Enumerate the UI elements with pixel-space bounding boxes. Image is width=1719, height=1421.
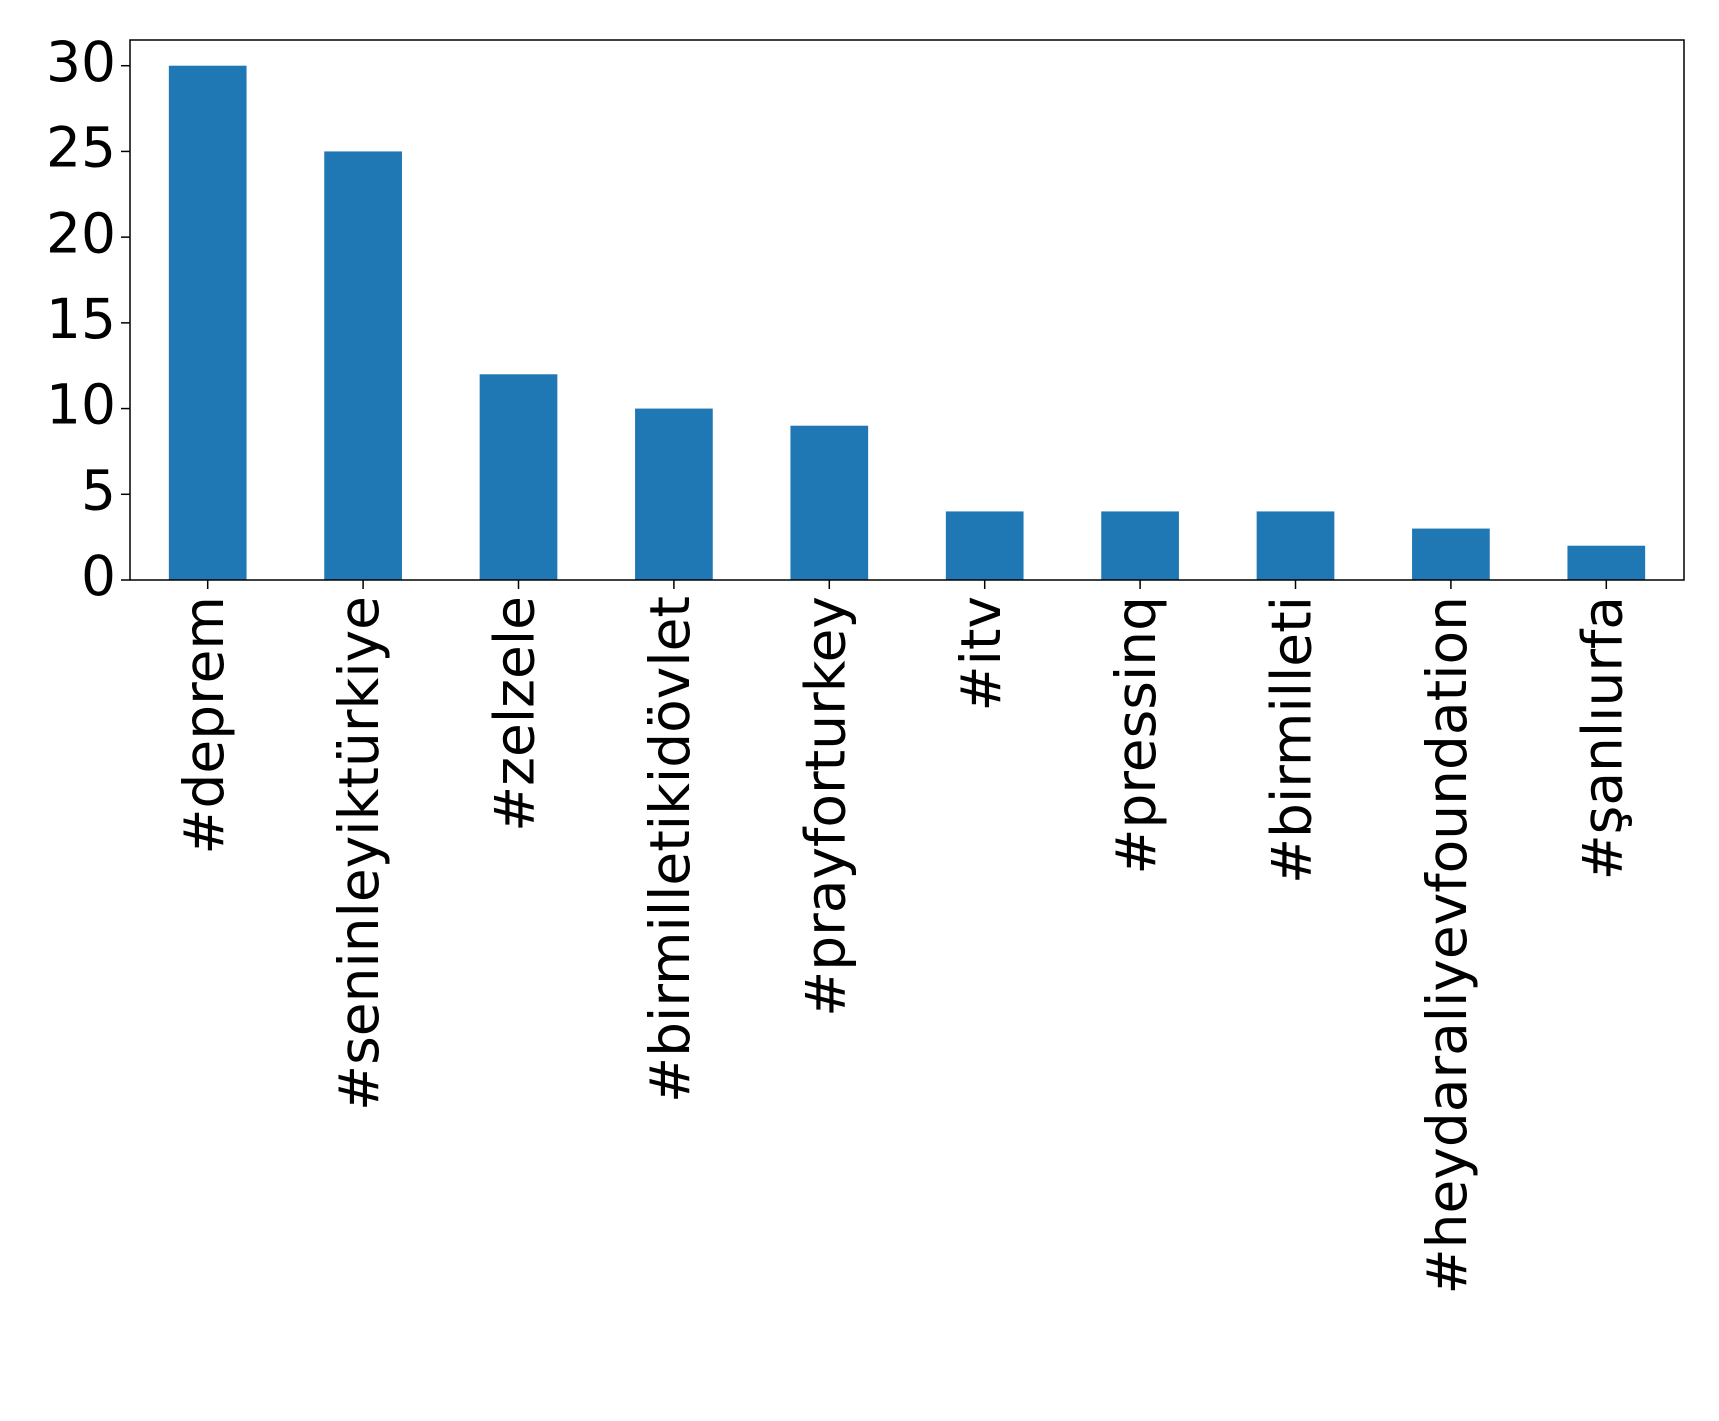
y-tick-label: 30 — [46, 30, 116, 94]
bar — [324, 151, 402, 580]
bar — [1412, 528, 1490, 580]
x-tick-label: #birmilleti — [1260, 596, 1324, 884]
bar — [1256, 511, 1335, 580]
x-tick-label: #birmilletikidövlet — [638, 596, 702, 1103]
bar — [168, 65, 247, 580]
bar — [1101, 511, 1179, 580]
y-tick-label: 5 — [81, 458, 116, 522]
x-tick-label: #itv — [949, 596, 1013, 711]
x-tick-label: #prayforturkey — [793, 596, 857, 1017]
bar — [790, 425, 869, 580]
x-tick-label: #deprem — [172, 596, 236, 855]
x-tick-label: #seninleyiktürkiye — [327, 596, 391, 1111]
bar — [635, 408, 713, 580]
y-tick-label: 25 — [46, 116, 116, 180]
x-tick-label: #heydaraliyevfoundation — [1415, 596, 1479, 1294]
y-tick-label: 15 — [46, 287, 116, 351]
y-tick-label: 0 — [81, 544, 116, 608]
plot-frame — [129, 39, 1685, 581]
bar — [945, 511, 1024, 580]
y-tick-label: 20 — [46, 201, 116, 265]
x-tick-label: #zelzele — [483, 596, 547, 832]
bar — [479, 374, 558, 580]
x-tick-label: #pressinq — [1104, 596, 1168, 875]
x-tick-label: #şanlıurfa — [1570, 596, 1634, 880]
y-tick-label: 10 — [46, 373, 116, 437]
bar — [1567, 545, 1646, 580]
